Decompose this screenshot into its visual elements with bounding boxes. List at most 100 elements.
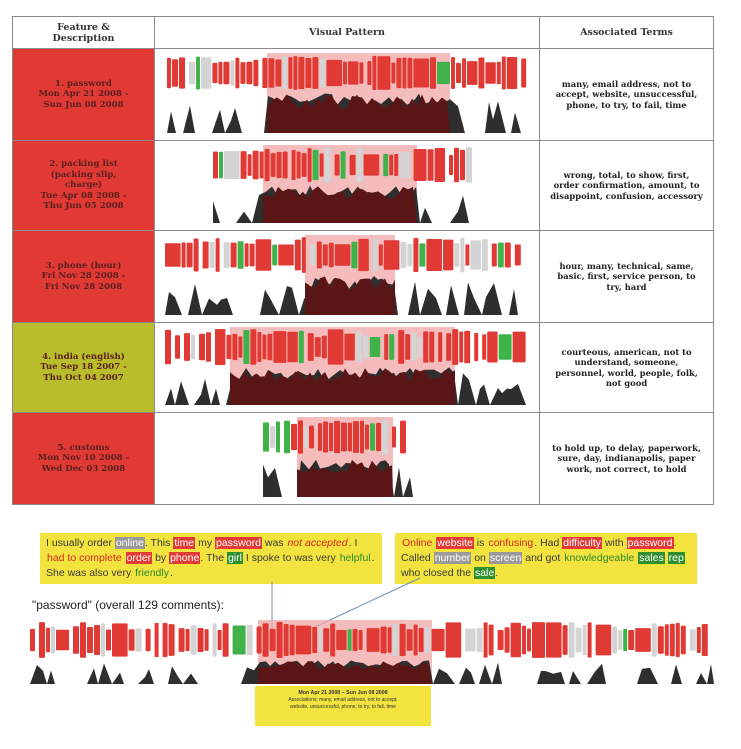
pattern-bar — [289, 624, 295, 656]
highlighted-word: website — [436, 537, 474, 549]
pattern-bar — [294, 239, 301, 271]
pattern-bar — [369, 336, 381, 358]
pattern-bar — [191, 334, 195, 360]
pattern-bar — [460, 237, 465, 273]
pattern-bar — [101, 623, 105, 657]
pattern-bar — [587, 622, 592, 658]
pattern-bar — [392, 426, 396, 448]
pattern-bar — [316, 241, 322, 269]
pattern-bar — [324, 147, 331, 183]
bottom-date-range: Mon Apr 21 2008 – Sun Jun 08 2008 — [298, 690, 388, 696]
pattern-bar — [204, 629, 209, 651]
visual-pattern-cell — [154, 48, 540, 141]
bottom-associations-1: Associations: many, email address, not t… — [288, 697, 398, 703]
pattern-bar — [426, 238, 442, 272]
pattern-bar — [298, 330, 304, 364]
pattern-bar — [224, 151, 240, 179]
pattern-bar — [222, 623, 229, 657]
pattern-bar — [291, 149, 296, 181]
feature-line: (packing slip, — [50, 169, 117, 180]
pattern-bar — [394, 153, 399, 177]
feature-line: Sun Jun 08 2008 — [43, 99, 124, 110]
pattern-bar — [482, 334, 487, 360]
header-terms: Associated Terms — [539, 16, 714, 49]
visual-pattern — [165, 327, 530, 405]
highlighted-word: girl — [226, 552, 243, 564]
pattern-bar — [240, 151, 247, 179]
pattern-bar — [382, 419, 388, 455]
pattern-bar — [612, 626, 618, 654]
pattern-bar — [219, 151, 223, 179]
comment-text: is — [473, 537, 488, 549]
pattern-bar — [456, 62, 461, 84]
pattern-bar — [237, 241, 244, 269]
header-visual: Visual Pattern — [154, 16, 540, 49]
pattern-bar — [269, 628, 276, 652]
pattern-bar — [267, 333, 273, 361]
pattern-bar — [487, 331, 498, 363]
pattern-bar — [186, 242, 193, 268]
pattern-bar — [256, 626, 262, 654]
pattern-bar — [399, 623, 406, 657]
feature-line: Mon Apr 21 2008 - — [38, 89, 129, 100]
highlighted-word: helpful — [339, 552, 371, 564]
table-row: 3. phone (hour) Fri Nov 28 2008 - Fri Nov … — [12, 230, 714, 323]
pattern-bar — [411, 333, 417, 361]
comment-text: . — [169, 567, 173, 579]
comment-text: with — [602, 537, 627, 549]
pattern-bar — [664, 624, 669, 656]
pattern-bar — [295, 625, 312, 655]
pattern-bar — [454, 147, 459, 183]
feature-line: 4. india (english) — [42, 351, 125, 362]
pattern-bar — [355, 331, 362, 363]
pattern-bar — [304, 426, 308, 448]
pattern-bar — [218, 61, 223, 85]
pattern-bar — [262, 623, 269, 657]
pattern-bar — [356, 148, 363, 182]
pattern-bar — [496, 61, 501, 85]
comment-text: . This — [144, 537, 174, 549]
pattern-bar — [465, 628, 476, 652]
pattern-bar — [347, 629, 352, 651]
pattern-bar — [230, 60, 235, 86]
highlighted-word: not accepted — [287, 537, 348, 549]
comment-text: I spoke to was very — [242, 552, 339, 564]
pattern-bar — [445, 622, 462, 658]
pattern-bar — [162, 623, 168, 657]
pattern-bar — [244, 243, 249, 267]
pattern-bar — [383, 153, 389, 177]
pattern-bar — [135, 628, 142, 652]
highlighted-word: difficulty — [562, 537, 603, 549]
pattern-bar — [288, 57, 293, 89]
pattern-bar — [172, 59, 178, 87]
pattern-bar — [334, 154, 340, 176]
pattern-bar — [363, 154, 380, 176]
pattern-bar — [351, 241, 358, 269]
pattern-bar — [223, 242, 230, 268]
header-row: Feature & Description Visual Pattern Ass… — [12, 16, 714, 49]
pattern-bar — [429, 331, 435, 363]
pattern-bar — [366, 628, 380, 652]
pattern-bar — [635, 628, 651, 652]
pattern-bar — [365, 424, 369, 450]
pattern-bar — [372, 239, 378, 271]
header-feature: Feature & Description — [12, 16, 155, 49]
pattern-bar — [497, 242, 504, 268]
pattern-bar — [128, 629, 135, 651]
pattern-bar — [323, 628, 330, 652]
pattern-bar — [185, 628, 190, 652]
pattern-bar — [512, 331, 526, 363]
pattern-bar — [314, 337, 321, 357]
pattern-bar — [287, 331, 298, 363]
pattern-bar — [56, 629, 69, 651]
pattern-bar — [466, 147, 472, 183]
pattern-bar — [73, 626, 79, 654]
pattern-bar — [276, 421, 280, 453]
pattern-bar — [483, 622, 488, 658]
pattern-bar — [407, 57, 413, 89]
pattern-bar — [568, 622, 575, 658]
example-comment-right: Online website is confusing. Had difficu… — [395, 533, 697, 584]
pattern-bar — [376, 422, 381, 452]
pattern-bar — [334, 420, 340, 454]
pattern-bar — [273, 331, 287, 363]
